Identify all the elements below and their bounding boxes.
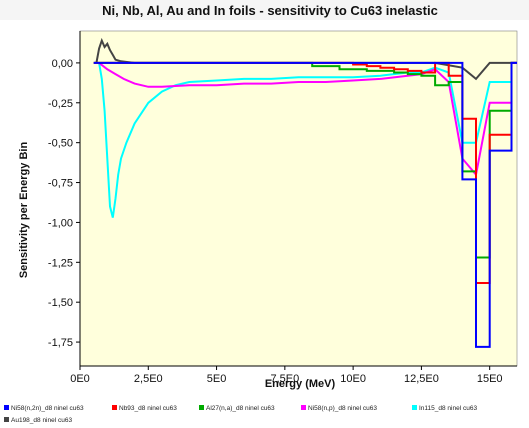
series-line-5 — [95, 37, 517, 81]
legend-swatch — [412, 405, 417, 410]
x-tick-label: 12,5E0 — [404, 373, 439, 385]
x-axis-label: Energy (MeV) — [265, 378, 336, 390]
y-tick-label: -1,75 — [48, 337, 73, 349]
x-tick-label: 10E0 — [340, 373, 366, 385]
legend-entry: In115_d8 ninel cu63 — [419, 405, 477, 412]
chart-title: Ni, Nb, Al, Au and In foils - sensitivit… — [102, 3, 438, 18]
y-tick-label: -0,25 — [48, 98, 73, 110]
series-line-4 — [98, 61, 517, 218]
y-tick-label: -0,50 — [48, 138, 73, 150]
x-tick-label: 0E0 — [70, 373, 90, 385]
legend-swatch — [4, 417, 9, 422]
y-axis-label: Sensitivity per Energy Bin — [18, 142, 30, 279]
legend-swatch — [112, 405, 117, 410]
y-tick-label: -1,25 — [48, 257, 73, 269]
series-line-1 — [93, 61, 517, 284]
y-tick-label: -0,75 — [48, 178, 73, 190]
legend-swatch — [301, 405, 306, 410]
legend: Ni58(n,2n)_d8 ninel cu63 Nb93_d8 ninel cu… — [4, 405, 477, 424]
y-tick-label: -1,00 — [48, 217, 73, 229]
y-tick-label: -1,50 — [48, 297, 73, 309]
x-tick-label: 15E0 — [477, 373, 503, 385]
y-tick-label: 0,00 — [52, 58, 73, 70]
series-layer — [93, 37, 517, 348]
legend-entry: Al27(n,a)_d8 ninel cu63 — [206, 405, 275, 412]
x-tick-label: 2,5E0 — [134, 373, 163, 385]
legend-entry: Nb93_d8 ninel cu63 — [119, 405, 177, 412]
x-tick-label: 7,5E0 — [270, 373, 299, 385]
legend-swatch — [199, 405, 204, 410]
axis-layer: 0E0 2,5E0 5E0 7,5E0 10E0 12,5E0 15E0 0,00 -0,25 -… — [48, 31, 517, 385]
series-line-2 — [93, 61, 517, 259]
legend-entry: Ni58(n,p)_d8 ninel cu63 — [308, 405, 377, 412]
series-line-0 — [93, 61, 517, 348]
title-bar — [0, 0, 529, 20]
legend-swatch — [4, 405, 9, 410]
x-tick-label: 5E0 — [207, 373, 227, 385]
legend-entry: Ni58(n,2n)_d8 ninel cu63 — [11, 405, 84, 412]
legend-entry: Au198_d8 ninel cu63 — [11, 417, 72, 424]
